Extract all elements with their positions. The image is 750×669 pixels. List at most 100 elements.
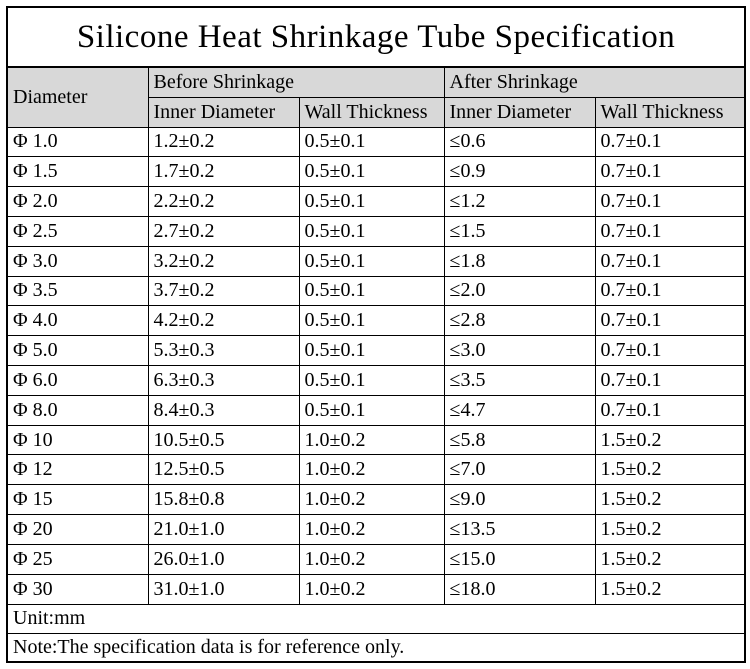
cell-after-wall-thickness: 0.7±0.1: [594, 394, 746, 426]
cell-before-wall-thickness: 1.0±0.2: [298, 484, 445, 516]
unit-row: Unit:mm: [6, 603, 746, 634]
cell-after-inner-diameter: ≤9.0: [443, 484, 596, 516]
cell-after-wall-thickness: 1.5±0.2: [594, 424, 746, 456]
cell-before-inner-diameter: 26.0±1.0: [147, 543, 300, 575]
table-row: Φ 30 31.0±1.0 1.0±0.2 ≤18.0 1.5±0.2: [6, 573, 746, 605]
cell-before-inner-diameter: 3.7±0.2: [147, 275, 300, 307]
table-row: Φ 3.0 3.2±0.2 0.5±0.1 ≤1.8 0.7±0.1: [6, 245, 746, 277]
cell-diameter: Φ 15: [6, 484, 149, 516]
cell-before-wall-thickness: 0.5±0.1: [298, 215, 445, 247]
cell-before-wall-thickness: 0.5±0.1: [298, 365, 445, 396]
cell-diameter: Φ 2.0: [6, 186, 149, 217]
cell-diameter: Φ 12: [6, 454, 149, 486]
table-row: Φ 1.5 1.7±0.2 0.5±0.1 ≤0.9 0.7±0.1: [6, 156, 746, 188]
cell-before-wall-thickness: 1.0±0.2: [298, 573, 445, 605]
reference-note: Note:The specification data is for refer…: [6, 632, 746, 663]
header-row-groups: Diameter Before Shrinkage After Shrinkag…: [6, 66, 746, 128]
cell-diameter: Φ 3.5: [6, 275, 149, 307]
cell-before-wall-thickness: 0.5±0.1: [298, 156, 445, 188]
cell-before-inner-diameter: 8.4±0.3: [147, 394, 300, 426]
cell-after-wall-thickness: 0.7±0.1: [594, 335, 746, 366]
table-row: Φ 15 15.8±0.8 1.0±0.2 ≤9.0 1.5±0.2: [6, 484, 746, 516]
cell-after-inner-diameter: ≤5.8: [443, 424, 596, 456]
col-group-after-shrinkage: After Shrinkage: [443, 66, 746, 98]
table-row: Φ 2.0 2.2±0.2 0.5±0.1 ≤1.2 0.7±0.1: [6, 186, 746, 217]
spec-rows: Φ 1.0 1.2±0.2 0.5±0.1 ≤0.6 0.7±0.1 Φ 1.5…: [6, 126, 746, 605]
table-row: Φ 12 12.5±0.5 1.0±0.2 ≤7.0 1.5±0.2: [6, 454, 746, 486]
cell-after-inner-diameter: ≤13.5: [443, 514, 596, 545]
cell-diameter: Φ 4.0: [6, 305, 149, 337]
cell-after-inner-diameter: ≤3.5: [443, 365, 596, 396]
table-row: Φ 5.0 5.3±0.3 0.5±0.1 ≤3.0 0.7±0.1: [6, 335, 746, 366]
cell-before-wall-thickness: 0.5±0.1: [298, 245, 445, 277]
cell-before-inner-diameter: 5.3±0.3: [147, 335, 300, 366]
cell-before-inner-diameter: 2.7±0.2: [147, 215, 300, 247]
cell-before-wall-thickness: 0.5±0.1: [298, 186, 445, 217]
cell-before-wall-thickness: 1.0±0.2: [298, 454, 445, 486]
cell-after-inner-diameter: ≤18.0: [443, 573, 596, 605]
cell-before-wall-thickness: 0.5±0.1: [298, 394, 445, 426]
cell-before-wall-thickness: 1.0±0.2: [298, 543, 445, 575]
cell-diameter: Φ 6.0: [6, 365, 149, 396]
cell-after-wall-thickness: 0.7±0.1: [594, 305, 746, 337]
table-row: Φ 25 26.0±1.0 1.0±0.2 ≤15.0 1.5±0.2: [6, 543, 746, 575]
cell-before-wall-thickness: 1.0±0.2: [298, 424, 445, 456]
cell-after-wall-thickness: 1.5±0.2: [594, 454, 746, 486]
cell-after-inner-diameter: ≤1.5: [443, 215, 596, 247]
cell-diameter: Φ 5.0: [6, 335, 149, 366]
cell-after-wall-thickness: 0.7±0.1: [594, 365, 746, 396]
cell-before-inner-diameter: 12.5±0.5: [147, 454, 300, 486]
page-title: Silicone Heat Shrinkage Tube Specificati…: [6, 6, 746, 68]
cell-before-inner-diameter: 3.2±0.2: [147, 245, 300, 277]
cell-diameter: Φ 30: [6, 573, 149, 605]
cell-after-wall-thickness: 1.5±0.2: [594, 573, 746, 605]
cell-before-inner-diameter: 21.0±1.0: [147, 514, 300, 545]
cell-diameter: Φ 8.0: [6, 394, 149, 426]
cell-after-inner-diameter: ≤4.7: [443, 394, 596, 426]
table-row: Φ 20 21.0±1.0 1.0±0.2 ≤13.5 1.5±0.2: [6, 514, 746, 545]
cell-after-inner-diameter: ≤1.2: [443, 186, 596, 217]
header-row-subcolumns: Inner Diameter Wall Thickness Inner Diam…: [7, 96, 746, 128]
cell-after-inner-diameter: ≤1.8: [443, 245, 596, 277]
col-header-diameter: Diameter: [6, 66, 149, 128]
cell-diameter: Φ 1.5: [6, 156, 149, 188]
cell-after-wall-thickness: 0.7±0.1: [594, 186, 746, 217]
title-row: Silicone Heat Shrinkage Tube Specificati…: [6, 6, 746, 68]
table-row: Φ 8.0 8.4±0.3 0.5±0.1 ≤4.7 0.7±0.1: [6, 394, 746, 426]
cell-before-inner-diameter: 31.0±1.0: [147, 573, 300, 605]
cell-after-inner-diameter: ≤0.6: [443, 126, 596, 158]
table-row: Φ 6.0 6.3±0.3 0.5±0.1 ≤3.5 0.7±0.1: [6, 365, 746, 396]
col-group-before-shrinkage: Before Shrinkage: [147, 66, 445, 98]
cell-after-wall-thickness: 1.5±0.2: [594, 514, 746, 545]
cell-after-inner-diameter: ≤15.0: [443, 543, 596, 575]
cell-after-inner-diameter: ≤2.0: [443, 275, 596, 307]
spec-table: Silicone Heat Shrinkage Tube Specificati…: [6, 6, 747, 663]
cell-before-inner-diameter: 4.2±0.2: [147, 305, 300, 337]
cell-before-wall-thickness: 0.5±0.1: [298, 305, 445, 337]
cell-before-inner-diameter: 2.2±0.2: [147, 186, 300, 217]
cell-after-inner-diameter: ≤2.8: [443, 305, 596, 337]
table-row: Φ 4.0 4.2±0.2 0.5±0.1 ≤2.8 0.7±0.1: [6, 305, 746, 337]
cell-after-wall-thickness: 0.7±0.1: [594, 126, 746, 158]
table-row: Φ 10 10.5±0.5 1.0±0.2 ≤5.8 1.5±0.2: [6, 424, 746, 456]
cell-diameter: Φ 1.0: [6, 126, 149, 158]
cell-after-inner-diameter: ≤7.0: [443, 454, 596, 486]
col-header-after-inner-diameter: Inner Diameter: [443, 96, 596, 128]
col-header-before-inner-diameter: Inner Diameter: [147, 96, 300, 128]
cell-before-inner-diameter: 1.2±0.2: [147, 126, 300, 158]
note-row: Note:The specification data is for refer…: [6, 632, 746, 663]
col-header-after-wall-thickness: Wall Thickness: [594, 96, 746, 128]
cell-after-wall-thickness: 0.7±0.1: [594, 275, 746, 307]
table-row: Φ 1.0 1.2±0.2 0.5±0.1 ≤0.6 0.7±0.1: [6, 126, 746, 158]
cell-diameter: Φ 20: [6, 514, 149, 545]
cell-before-inner-diameter: 1.7±0.2: [147, 156, 300, 188]
cell-diameter: Φ 25: [6, 543, 149, 575]
unit-note: Unit:mm: [6, 603, 746, 634]
cell-before-wall-thickness: 1.0±0.2: [298, 514, 445, 545]
table-row: Φ 3.5 3.7±0.2 0.5±0.1 ≤2.0 0.7±0.1: [6, 275, 746, 307]
cell-diameter: Φ 2.5: [6, 215, 149, 247]
cell-before-wall-thickness: 0.5±0.1: [298, 335, 445, 366]
cell-after-wall-thickness: 0.7±0.1: [594, 245, 746, 277]
table-row: Φ 2.5 2.7±0.2 0.5±0.1 ≤1.5 0.7±0.1: [6, 215, 746, 247]
